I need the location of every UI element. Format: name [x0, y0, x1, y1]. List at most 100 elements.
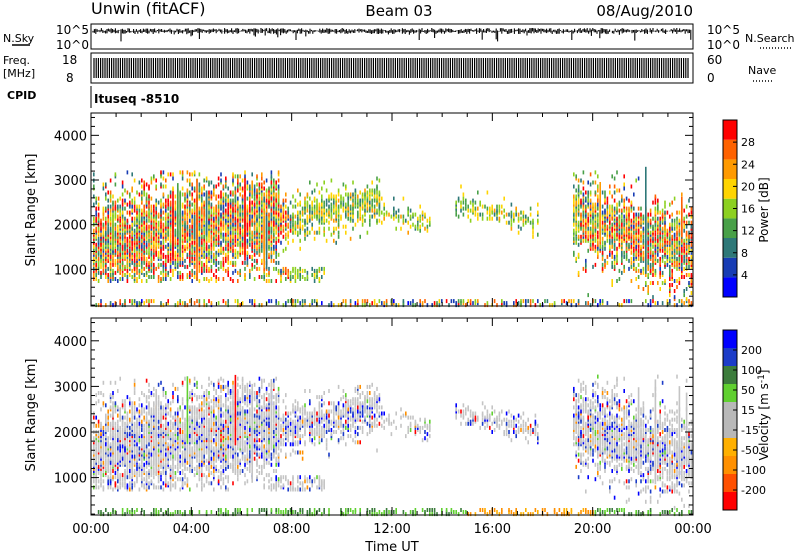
echo-cell — [366, 230, 369, 235]
echo-cell — [661, 281, 664, 285]
echo-cell — [217, 301, 220, 306]
echo-cell — [177, 264, 179, 269]
echo-cell — [328, 204, 330, 209]
echo-cell — [273, 202, 275, 207]
echo-cell — [553, 301, 556, 306]
echo-cell — [114, 222, 117, 227]
echo-cell — [119, 254, 121, 259]
noise-panel-frame — [90, 23, 694, 50]
echo-cell — [213, 252, 215, 257]
echo-cell — [573, 184, 575, 189]
echo-cell — [239, 234, 241, 239]
echo-cell — [666, 262, 669, 267]
echo-cell — [277, 260, 280, 265]
echo-cell — [402, 299, 405, 304]
echo-cell — [133, 178, 136, 183]
echo-cell — [546, 299, 549, 304]
echo-cell — [174, 234, 177, 239]
echo-cell — [162, 216, 165, 221]
echo-cell — [208, 279, 210, 283]
freq-bars — [93, 58, 689, 78]
echo-cell — [575, 236, 577, 241]
echo-cell — [532, 234, 534, 239]
echo-cell — [258, 275, 261, 279]
echo-cell — [292, 275, 294, 279]
echo-cell — [174, 303, 177, 308]
echo-cell — [606, 301, 609, 306]
echo-cell — [97, 216, 100, 221]
echo-cell — [419, 218, 421, 223]
echo-cell — [515, 206, 517, 211]
echo-cell — [148, 238, 150, 243]
echo-cell — [105, 220, 107, 225]
echo-cell — [114, 200, 117, 205]
echo-cell — [150, 214, 153, 219]
echo-cell — [239, 174, 241, 179]
echo-cell — [181, 273, 184, 277]
echo-cell — [217, 260, 220, 265]
echo-cell — [186, 264, 189, 269]
echo-cell — [325, 202, 328, 207]
echo-cell — [167, 216, 169, 221]
echo-cell — [647, 264, 649, 269]
echo-cell — [292, 303, 294, 308]
echo-cell — [141, 196, 143, 201]
echo-cell — [205, 303, 208, 308]
echo-cell — [265, 194, 268, 199]
echo-cell — [138, 180, 141, 185]
echo-cell — [294, 303, 297, 308]
echo-cell — [649, 254, 652, 259]
echo-cell — [119, 218, 121, 223]
echo-cell — [364, 218, 366, 223]
echo-cell — [133, 299, 136, 304]
echo-cell — [124, 238, 126, 243]
echo-cell — [93, 216, 95, 221]
echo-cell — [366, 196, 369, 201]
echo-cell — [174, 204, 177, 209]
echo-cell — [109, 208, 112, 213]
echo-cell — [191, 244, 193, 249]
echo-cell — [213, 258, 215, 263]
echo-cell — [335, 226, 337, 231]
echo-cell — [234, 194, 237, 199]
echo-cell — [169, 252, 172, 257]
echo-cell — [525, 214, 527, 219]
echo-cell — [611, 250, 613, 255]
echo-cell — [587, 190, 589, 195]
echo-cell — [469, 218, 472, 223]
echo-cell — [268, 216, 270, 221]
echo-cell — [633, 192, 635, 197]
echo-cell — [172, 176, 174, 181]
echo-cell — [510, 218, 513, 223]
echo-cell — [263, 186, 265, 191]
echo-cell — [129, 248, 131, 253]
echo-cell — [126, 236, 129, 241]
echo-cell — [100, 234, 102, 239]
echo-cell — [649, 262, 652, 267]
echo-cell — [167, 172, 169, 177]
echo-cell — [210, 268, 213, 273]
echo-cell — [606, 238, 609, 243]
echo-cell — [597, 303, 599, 308]
echo-cell — [145, 182, 148, 187]
echo-cell — [126, 210, 129, 215]
echo-cell — [289, 228, 292, 233]
echo-cell — [239, 204, 241, 209]
echo-cell — [249, 242, 251, 247]
echo-cell — [647, 273, 649, 277]
echo-cell — [143, 184, 145, 189]
echo-cell — [649, 246, 652, 251]
echo-cell — [575, 303, 577, 308]
echo-cell — [181, 176, 184, 181]
echo-cell — [378, 218, 381, 223]
beam-title: Beam 03 — [365, 2, 432, 20]
echo-cell — [184, 204, 186, 209]
echo-cell — [244, 260, 246, 265]
echo-cell — [551, 303, 553, 308]
echo-cell — [652, 273, 654, 277]
echo-cell — [136, 190, 138, 195]
echo-cell — [666, 299, 669, 304]
echo-cell — [630, 218, 633, 223]
echo-cell — [237, 188, 239, 193]
echo-cell — [249, 234, 251, 239]
